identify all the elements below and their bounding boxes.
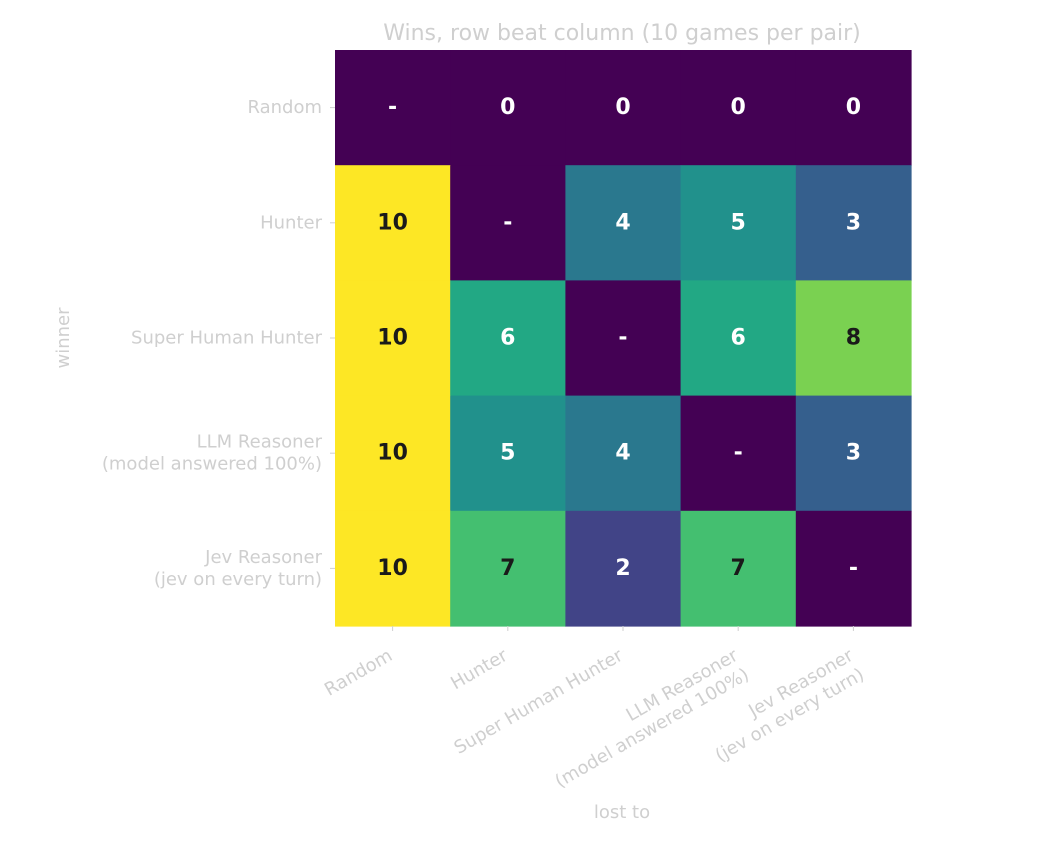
- heatmap-cell-r1-c3: [680, 165, 797, 281]
- x-tick-label-1: Hunter: [447, 645, 512, 694]
- heatmap-value-r1-c1: -: [503, 210, 512, 235]
- heatmap-value-r4-c4: -: [849, 556, 858, 581]
- heatmap-value-r4-c0: 10: [377, 556, 408, 581]
- heatmap-cell-r4-c3: [680, 510, 797, 627]
- heatmap-value-r2-c3: 6: [731, 326, 746, 351]
- chart-title: Wins, row beat column (10 games per pair…: [383, 21, 861, 46]
- heatmap-value-r1-c2: 4: [615, 210, 630, 235]
- y-tick-label-2: Super Human Hunter: [131, 328, 323, 349]
- heatmap-value-r4-c1: 7: [500, 556, 515, 581]
- x-tick-label-0: Random: [321, 645, 396, 700]
- heatmap-value-r2-c4: 8: [846, 326, 861, 351]
- heatmap-value-r4-c3: 7: [731, 556, 746, 581]
- heatmap-cell-r2-c2: [565, 280, 682, 397]
- x-axis-label: lost to: [594, 802, 650, 823]
- y-tick-label-0: Random: [247, 97, 322, 118]
- heatmap-value-r2-c2: -: [618, 326, 627, 351]
- heatmap-cell-r3-c1: [450, 395, 566, 512]
- heatmap-cell-r4-c2: [565, 510, 682, 627]
- heatmap-cell-r0-c0: [335, 50, 451, 166]
- heatmap-value-r0-c3: 0: [731, 95, 746, 120]
- heatmap-cell-r3-c3: [680, 395, 797, 512]
- heatmap-cell-r1-c0: [335, 165, 451, 281]
- heatmap-value-r3-c3: -: [734, 441, 743, 466]
- heatmap-cell-r2-c0: [335, 280, 451, 397]
- heatmap-cell-r2-c3: [680, 280, 797, 397]
- heatmap-cell-r3-c4: [795, 395, 912, 512]
- heatmap-value-r0-c2: 0: [615, 95, 630, 120]
- heatmap-cell-r4-c1: [450, 510, 566, 627]
- heatmap-cell-r0-c1: [450, 50, 566, 166]
- heatmap-cell-r1-c1: [450, 165, 566, 281]
- heatmap-value-r3-c2: 4: [615, 441, 630, 466]
- heatmap-cells: [335, 50, 912, 627]
- y-tick-label-4: Jev Reasoner (jev on every turn): [154, 547, 323, 590]
- heatmap-value-r1-c4: 3: [846, 210, 861, 235]
- heatmap-cell-r2-c4: [795, 280, 912, 397]
- heatmap-value-r0-c1: 0: [500, 95, 515, 120]
- y-axis-ticks: Random Hunter Super Human Hunter LLM Reason…: [102, 97, 335, 590]
- heatmap-cell-r4-c0: [335, 510, 451, 627]
- heatmap-value-r2-c1: 6: [500, 326, 515, 351]
- heatmap-cell-r3-c2: [565, 395, 682, 512]
- heatmap-value-r3-c1: 5: [500, 441, 515, 466]
- heatmap-cell-r1-c2: [565, 165, 682, 281]
- heatmap-cell-r0-c3: [680, 50, 797, 166]
- heatmap-value-r0-c0: -: [388, 95, 397, 120]
- heatmap-cell-r1-c4: [795, 165, 912, 281]
- heatmap-cell-r2-c1: [450, 280, 566, 397]
- heatmap-cell-r0-c2: [565, 50, 682, 166]
- heatmap-cell-r4-c4: [795, 510, 912, 627]
- heatmap-value-r1-c3: 5: [731, 210, 746, 235]
- y-tick-label-3: LLM Reasoner (model answered 100%): [102, 432, 323, 475]
- x-tick-label-3: LLM Reasoner(model answered 100%): [541, 645, 754, 793]
- heatmap-cell-r0-c4: [795, 50, 912, 166]
- heatmap-value-r3-c0: 10: [377, 441, 408, 466]
- heatmap-cell-r3-c0: [335, 395, 451, 512]
- heatmap-cell-labels: - 0 0 0 0 10 - 4 5 3 10 6 - 6 8 10 5 4 - 3 10 7 2 7 -: [377, 95, 861, 581]
- heatmap-value-r4-c2: 2: [615, 556, 630, 581]
- y-tick-label-1: Hunter: [260, 212, 322, 233]
- heatmap-value-r2-c0: 10: [377, 326, 408, 351]
- heatmap-value-r3-c4: 3: [846, 441, 861, 466]
- heatmap-value-r0-c4: 0: [846, 95, 861, 120]
- heatmap-value-r1-c0: 10: [377, 210, 408, 235]
- y-axis-label: winner: [53, 307, 74, 369]
